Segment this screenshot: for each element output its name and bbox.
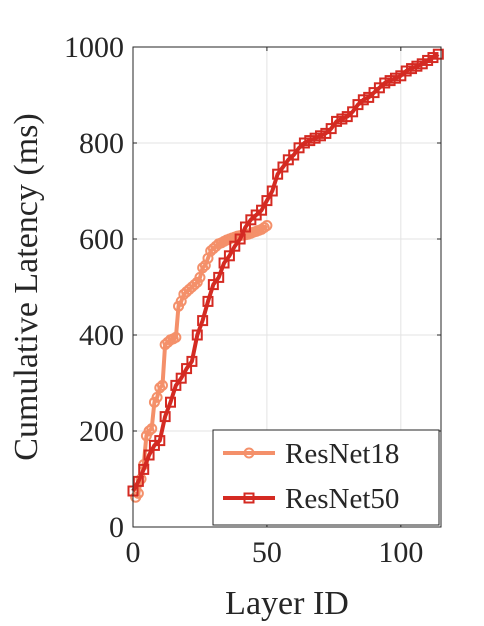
- data-point-resnet50: [234, 233, 246, 245]
- data-point-resnet50: [186, 355, 198, 367]
- data-point-resnet50: [266, 185, 278, 197]
- data-point-resnet50: [432, 48, 444, 60]
- series-layer: [127, 48, 444, 503]
- legend-label: ResNet18: [285, 438, 399, 470]
- series-resnet50: [127, 48, 444, 497]
- data-point-resnet50: [164, 396, 176, 408]
- y-tick-label: 0: [109, 511, 124, 544]
- data-point-resnet50: [197, 315, 209, 327]
- series-line-resnet50: [131, 52, 440, 492]
- data-point-resnet50: [191, 329, 203, 341]
- data-point-resnet50: [138, 463, 150, 475]
- y-tick-label: 200: [79, 415, 124, 448]
- legend-label: ResNet50: [285, 483, 399, 515]
- x-tick-label: 100: [378, 536, 423, 569]
- y-tick-label: 800: [79, 127, 124, 160]
- data-point-resnet50: [159, 411, 171, 423]
- plot-frame: [132, 46, 442, 528]
- data-point-resnet18: [194, 271, 206, 283]
- data-point-resnet18: [261, 220, 273, 232]
- y-tick-label: 1000: [64, 31, 124, 64]
- data-point-resnet50: [154, 435, 166, 447]
- data-point-resnet18: [156, 379, 168, 391]
- data-point-resnet50: [132, 475, 144, 487]
- legend: ResNet18 ResNet50: [212, 429, 440, 526]
- data-point-resnet18: [197, 262, 209, 274]
- data-point-resnet18: [143, 425, 155, 437]
- legend-marker: [243, 447, 255, 459]
- y-tick-label: 600: [79, 223, 124, 256]
- data-point-resnet50: [213, 271, 225, 283]
- data-point-resnet50: [202, 295, 214, 307]
- x-tick-label: 0: [126, 536, 141, 569]
- legend-box: [212, 429, 440, 526]
- data-point-resnet18: [154, 382, 166, 394]
- y-axis-label: Cumulative Latency (ms): [8, 113, 45, 460]
- legend-marker: [243, 492, 255, 504]
- x-axis-label: Layer ID: [225, 585, 349, 622]
- data-point-resnet18: [146, 423, 158, 435]
- x-tick-label: 50: [252, 536, 282, 569]
- data-point-resnet18: [170, 331, 182, 343]
- data-point-resnet18: [151, 391, 163, 403]
- y-tick-label: 400: [79, 319, 124, 352]
- data-point-resnet18: [189, 279, 201, 291]
